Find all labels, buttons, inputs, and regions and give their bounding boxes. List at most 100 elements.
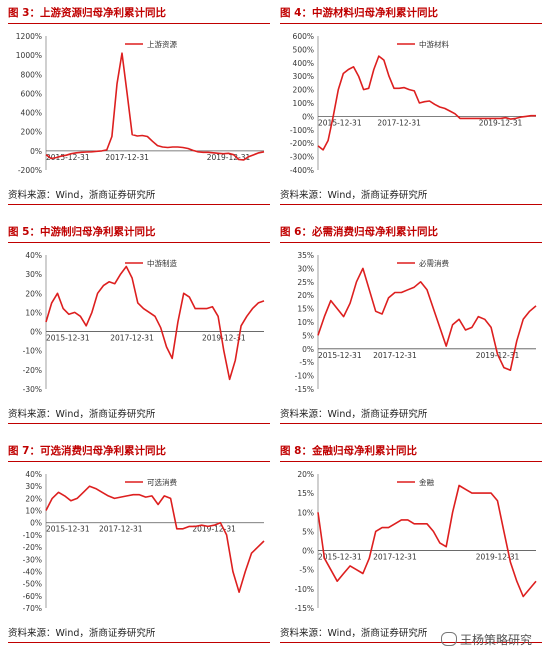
y-tick-label: 10%: [25, 308, 42, 317]
title-rule: [8, 23, 270, 24]
y-tick-label: 15%: [297, 489, 314, 498]
x-tick-label: 2015-12-31: [318, 118, 362, 127]
y-tick-label: 20%: [297, 291, 314, 300]
y-tick-label: -15%: [295, 604, 314, 613]
source-note: 资料来源：Wind，浙商证券研究所: [280, 628, 428, 639]
y-tick-label: -10%: [295, 585, 314, 594]
source-rule: [280, 204, 542, 205]
x-tick-label: 2015-12-31: [46, 525, 90, 534]
source-rule: [8, 204, 270, 205]
source-rule: [8, 423, 270, 424]
y-tick-label: 30%: [25, 482, 42, 491]
y-tick-label: 20%: [25, 289, 42, 298]
series-line: [317, 484, 537, 598]
y-tick-label: 5%: [302, 527, 314, 536]
panel-fig6: 图 6：必需消费归母净利累计同比 35% 30% 25% 20% 15% 10% 5% 0% -…: [280, 223, 542, 428]
y-tick-label: 0%: [30, 147, 42, 156]
y-tick-label: 15%: [297, 305, 314, 314]
y-tick-label: -30%: [23, 555, 42, 564]
y-tick-label: 500%: [293, 45, 314, 54]
chart-fig5: 40% 30% 20% 10% 0% -10% -20% -30% 2015-12-31 2017…: [23, 251, 265, 394]
chart-fig6: 35% 30% 25% 20% 15% 10% 5% 0% -5% -10% -15% 2015-12…: [295, 251, 537, 394]
x-tick-label: 2017-12-31: [377, 118, 421, 127]
y-tick-label: 10%: [297, 508, 314, 517]
panel-fig7: 图 7：可选消费归母净利累计同比 40% 30% 20% 10% 0% -10% -20% -…: [8, 442, 270, 647]
y-tick-label: -5%: [299, 358, 314, 367]
y-tick-label: 0%: [302, 345, 314, 354]
source-rule: [8, 642, 270, 643]
legend-label: 必需消费: [419, 258, 449, 268]
x-tick-label: 2019-12-31: [207, 153, 251, 162]
y-tick-label: 1200%: [16, 32, 42, 41]
y-tick-label: 400%: [21, 109, 42, 118]
source-note: 资料来源：Wind，浙商证券研究所: [8, 190, 156, 201]
panel-title: 图 8：金融归母净利累计同比: [280, 445, 417, 457]
panel-fig5: 图 5：中游制归母净利累计同比 40% 30% 20% 10% 0% -10% -20% -3…: [8, 223, 270, 428]
y-tick-label: 35%: [297, 251, 314, 260]
y-tick-label: 40%: [25, 470, 42, 479]
title-rule: [280, 461, 542, 462]
series-line: [45, 52, 265, 161]
y-tick-label: 25%: [297, 278, 314, 287]
panel-fig8: 图 8：金融归母净利累计同比 20% 15% 10% 5% 0% -5% -10% -15% 2…: [280, 442, 542, 647]
y-tick-label: -10%: [23, 531, 42, 540]
title-rule: [8, 242, 270, 243]
y-tick-label: -400%: [290, 166, 314, 175]
legend-label: 可选消费: [147, 477, 177, 487]
y-tick-label: -50%: [23, 580, 42, 589]
x-tick-label: 2019-12-31: [476, 553, 520, 562]
y-tick-label: -10%: [295, 372, 314, 381]
y-tick-label: 20%: [25, 494, 42, 503]
y-tick-label: 10%: [25, 507, 42, 516]
y-tick-label: 40%: [25, 251, 42, 260]
y-tick-label: -30%: [23, 385, 42, 394]
y-tick-label: -5%: [299, 566, 314, 575]
series-line: [45, 485, 265, 593]
series-line: [45, 265, 265, 381]
legend-label: 中游材料: [419, 39, 449, 49]
legend-label: 金融: [419, 477, 434, 487]
x-tick-label: 2017-12-31: [105, 153, 149, 162]
source-note: 资料来源：Wind，浙商证券研究所: [8, 628, 156, 639]
x-tick-label: 2015-12-31: [46, 153, 90, 162]
title-rule: [280, 242, 542, 243]
y-tick-label: -300%: [290, 153, 314, 162]
panel-fig4: 图 4：中游材料归母净利累计同比 600% 500% 400% 300% 200% 100…: [280, 4, 542, 209]
y-tick-label: -40%: [23, 567, 42, 576]
y-tick-label: 30%: [297, 264, 314, 273]
panel-title: 图 6：必需消费归母净利累计同比: [280, 226, 438, 238]
source-rule: [280, 423, 542, 424]
watermark: 王杨策略研究: [440, 631, 532, 648]
x-tick-label: 2015-12-31: [318, 351, 362, 360]
y-tick-label: 300%: [293, 72, 314, 81]
x-tick-label: 2017-12-31: [373, 553, 417, 562]
source-note: 资料来源：Wind，浙商证券研究所: [280, 409, 428, 420]
panel-title: 图 5：中游制归母净利累计同比: [8, 226, 156, 238]
y-tick-label: 10%: [297, 318, 314, 327]
panel-title: 图 3：上游资源归母净利累计同比: [8, 7, 166, 19]
chart-fig8: 20% 15% 10% 5% 0% -5% -10% -15% 2015-12-31 2017-1…: [295, 470, 537, 613]
y-tick-label: -200%: [18, 166, 42, 175]
series-line: [317, 267, 537, 371]
x-tick-label: 2019-12-31: [479, 118, 523, 127]
y-tick-label: -100%: [290, 126, 314, 135]
x-tick-label: 2015-12-31: [318, 553, 362, 562]
y-tick-label: -20%: [23, 366, 42, 375]
y-tick-label: 800%: [21, 70, 42, 79]
chart-fig4: 600% 500% 400% 300% 200% 100% 0% -100% -200% -300…: [290, 32, 536, 175]
y-tick-label: -200%: [290, 139, 314, 148]
watermark-label: 王杨策略研究: [459, 633, 532, 647]
y-tick-label: 400%: [293, 59, 314, 68]
source-note: 资料来源：Wind，浙商证券研究所: [8, 409, 156, 420]
y-tick-label: -70%: [23, 604, 42, 613]
title-rule: [280, 23, 542, 24]
x-tick-label: 2019-12-31: [192, 525, 236, 534]
x-tick-label: 2017-12-31: [99, 525, 143, 534]
y-tick-label: -60%: [23, 592, 42, 601]
panel-title: 图 7：可选消费归母净利累计同比: [8, 445, 166, 457]
y-tick-label: -10%: [23, 347, 42, 356]
y-tick-label: 0%: [302, 547, 314, 556]
x-tick-label: 2019-12-31: [202, 334, 246, 343]
y-tick-label: 200%: [21, 128, 42, 137]
source-rule: [280, 642, 542, 643]
